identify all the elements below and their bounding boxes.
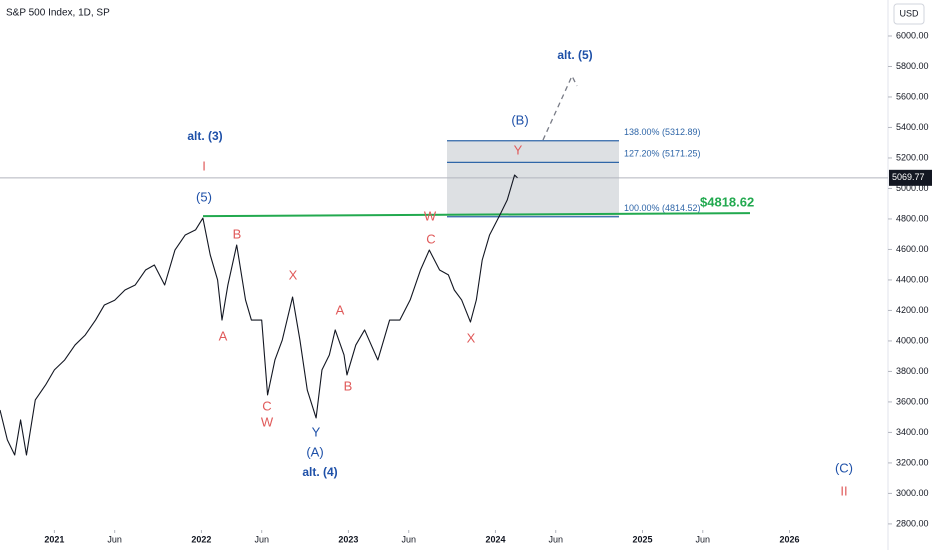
- wave-label: alt. (3): [187, 129, 222, 143]
- wave-label: I: [202, 158, 206, 173]
- y-tick-label: 3400.00: [896, 427, 929, 437]
- fib-label: 138.00% (5312.89): [624, 127, 701, 137]
- wave-label: alt. (5): [557, 48, 592, 62]
- wave-label: W: [261, 414, 274, 429]
- y-tick-label: 4800.00: [896, 213, 929, 223]
- y-tick-label: 4200.00: [896, 305, 929, 315]
- wave-label: W: [424, 208, 437, 223]
- x-tick-label: 2026: [779, 534, 799, 544]
- y-tick-label: 6000.00: [896, 30, 929, 40]
- x-tick-label: 2025: [632, 534, 652, 544]
- y-tick-label: 3600.00: [896, 396, 929, 406]
- support-line: [202, 212, 751, 218]
- x-tick-label: Jun: [401, 534, 416, 544]
- wave-label: II: [840, 483, 847, 498]
- wave-label: Y: [514, 142, 523, 157]
- x-tick-label: 2023: [338, 534, 358, 544]
- wave-label: X: [467, 330, 476, 345]
- x-tick-label: 2022: [191, 534, 211, 544]
- wave-label: alt. (4): [302, 465, 337, 479]
- wave-label: (5): [196, 189, 212, 204]
- price-line: [0, 174, 518, 456]
- wave-label: (B): [511, 112, 528, 127]
- wave-label: A: [336, 302, 345, 317]
- y-tick-label: 3800.00: [896, 366, 929, 376]
- x-tick-label: 2024: [485, 534, 505, 544]
- y-tick-label: 4600.00: [896, 244, 929, 254]
- currency-box[interactable]: [893, 3, 925, 25]
- x-tick-label: Jun: [548, 534, 563, 544]
- currency[interactable]: USD: [899, 8, 919, 18]
- wave-label: X: [289, 267, 298, 282]
- wave-label: B: [344, 378, 353, 393]
- last-price-label: 5069.77: [892, 172, 925, 182]
- wave-label: (C): [835, 460, 853, 475]
- y-tick-label: 5200.00: [896, 152, 929, 162]
- support-label: $4818.62: [700, 195, 754, 210]
- last-price-box: [889, 169, 932, 186]
- y-tick-label: 3200.00: [896, 457, 929, 467]
- wave-label: A: [219, 328, 228, 343]
- x-tick-label: Jun: [254, 534, 269, 544]
- wave-label: Y: [312, 424, 321, 439]
- y-tick-label: 3000.00: [896, 488, 929, 498]
- y-tick-label: 4400.00: [896, 274, 929, 284]
- y-tick-label: 5000.00: [896, 183, 929, 193]
- fib-label: 100.00% (4814.52): [624, 203, 701, 213]
- x-tick-label: Jun: [107, 534, 122, 544]
- x-tick-label: Jun: [695, 534, 710, 544]
- y-tick-label: 5600.00: [896, 91, 929, 101]
- y-tick-label: 4000.00: [896, 335, 929, 345]
- fib-label: 127.20% (5171.25): [624, 149, 701, 159]
- wave-label: C: [426, 231, 435, 246]
- wave-label: B: [233, 226, 242, 241]
- y-tick-label: 5400.00: [896, 122, 929, 132]
- y-tick-label: 2800.00: [896, 518, 929, 528]
- wave-label: C: [262, 398, 271, 413]
- wave-label: (A): [306, 444, 323, 459]
- x-tick-label: 2021: [44, 534, 64, 544]
- fib-zone: [447, 140, 619, 217]
- y-tick-label: 5800.00: [896, 61, 929, 71]
- chart-title: S&P 500 Index, 1D, SP: [6, 8, 110, 19]
